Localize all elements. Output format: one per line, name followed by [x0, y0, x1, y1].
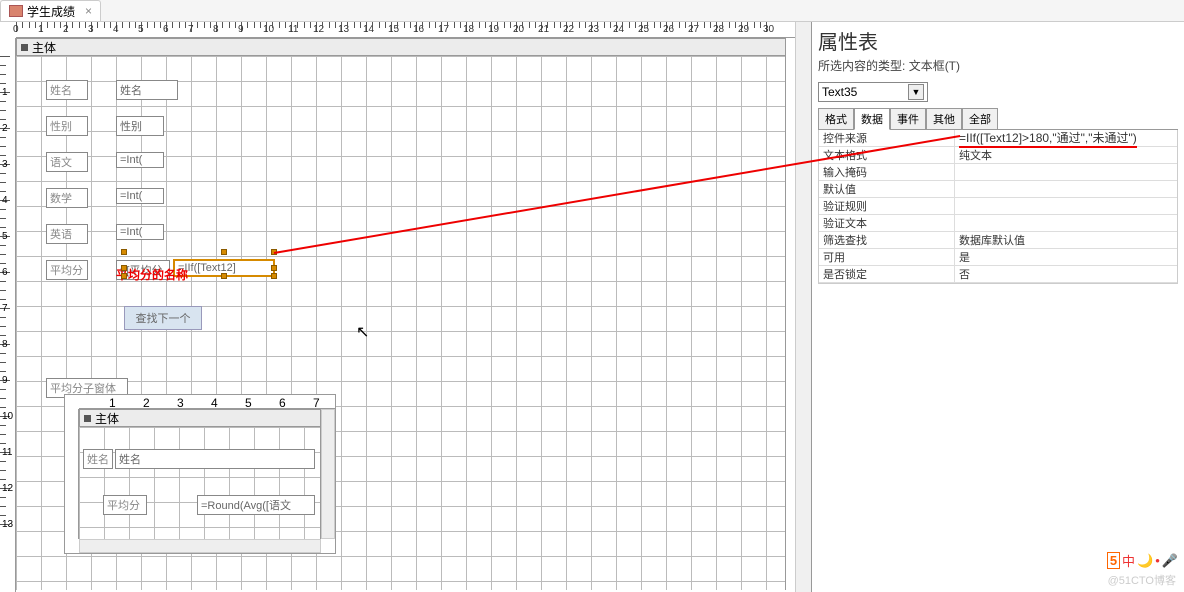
sub-field-name[interactable]: 姓名 [115, 449, 315, 469]
field-gender[interactable]: 性别 [116, 116, 164, 136]
control-selector[interactable]: Text35 ▼ [818, 82, 928, 102]
field-math[interactable]: =Int( [116, 188, 164, 204]
property-row[interactable]: 默认值 [819, 181, 1177, 198]
property-row[interactable]: 输入掩码 [819, 164, 1177, 181]
moon-icon: 🌙 [1137, 553, 1153, 569]
design-surface: 0123456789101112131415161718192021222324… [0, 22, 812, 592]
label-chinese[interactable]: 语文 [46, 152, 88, 172]
property-tabs: 格式数据事件其他全部 [818, 108, 1178, 130]
property-title: 属性表 [818, 26, 1178, 55]
ruler-vertical: 12345678910111213 [0, 38, 16, 592]
tab-bar: 学生成绩 × [0, 0, 1184, 22]
label-gender[interactable]: 性别 [46, 116, 88, 136]
property-row[interactable]: 可用是 [819, 249, 1177, 266]
status-icons: 5 中 🌙 • 🎤 [1107, 551, 1178, 570]
sub-label-name[interactable]: 姓名 [83, 449, 113, 469]
property-tab-3[interactable]: 其他 [926, 108, 962, 129]
design-scrollbar-v[interactable] [795, 22, 811, 592]
mic-icon: 🎤 [1162, 553, 1178, 569]
control-selector-value: Text35 [822, 85, 857, 99]
workspace: 0123456789101112131415161718192021222324… [0, 22, 1184, 592]
label-average[interactable]: 平均分 [46, 260, 88, 280]
section-dot-icon [84, 415, 91, 422]
sub-grid[interactable]: 姓名 姓名 平均分 =Round(Avg([语文 [79, 427, 321, 539]
property-row[interactable]: 控件来源=IIf([Text12]>180,"通过","未通过") [819, 130, 1177, 147]
field-name[interactable]: 姓名 [116, 80, 178, 100]
label-english[interactable]: 英语 [46, 224, 88, 244]
dropdown-arrow-icon[interactable]: ▼ [908, 84, 924, 100]
section-dot-icon [21, 44, 28, 51]
form-tab[interactable]: 学生成绩 × [0, 0, 101, 21]
property-sheet: 属性表 所选内容的类型: 文本框(T) Text35 ▼ 格式数据事件其他全部 … [812, 22, 1184, 592]
sub-canvas[interactable]: 主体 姓名 姓名 平均分 =Round(Avg([语文 [79, 409, 321, 539]
property-subtitle: 所选内容的类型: 文本框(T) [818, 57, 1178, 74]
property-row[interactable]: 是否锁定否 [819, 266, 1177, 283]
dot-icon: • [1155, 553, 1160, 568]
sub-section-title: 主体 [95, 410, 119, 427]
canvas[interactable]: 主体 姓名 姓名 性别 性别 语文 =Int( 数学 =Int( 英语 =Int… [16, 38, 811, 592]
form-icon [9, 5, 23, 17]
sub-ruler-horizontal: 1234567 [79, 395, 335, 409]
property-tab-2[interactable]: 事件 [890, 108, 926, 129]
property-tab-1[interactable]: 数据 [854, 108, 890, 130]
field-chinese[interactable]: =Int( [116, 152, 164, 168]
watermark: @51CTO博客 [1108, 572, 1176, 588]
sub-label-avg[interactable]: 平均分 [103, 495, 147, 515]
sub-ruler-vertical [65, 409, 79, 539]
property-grid: 控件来源=IIf([Text12]>180,"通过","未通过")文本格式纯文本… [818, 130, 1178, 284]
ruler-horizontal: 0123456789101112131415161718192021222324… [16, 22, 811, 38]
property-row[interactable]: 验证文本 [819, 215, 1177, 232]
property-row[interactable]: 验证规则 [819, 198, 1177, 215]
property-row[interactable]: 筛选查找数据库默认值 [819, 232, 1177, 249]
label-math[interactable]: 数学 [46, 188, 88, 208]
find-next-button[interactable]: 查找下一个 [124, 306, 202, 330]
tab-title: 学生成绩 [27, 3, 75, 20]
label-name[interactable]: 姓名 [46, 80, 88, 100]
grid-area[interactable]: 姓名 姓名 性别 性别 语文 =Int( 数学 =Int( 英语 =Int( 平… [16, 56, 786, 590]
logo-icon: 5 [1107, 552, 1120, 569]
sub-field-avg[interactable]: =Round(Avg([语文 [197, 495, 315, 515]
section-header-main[interactable]: 主体 [16, 38, 786, 56]
property-tab-4[interactable]: 全部 [962, 108, 998, 129]
sub-section-header[interactable]: 主体 [79, 409, 321, 427]
subform-container[interactable]: 1234567 主体 姓名 姓名 平均分 =Round(Avg([语文 [64, 394, 336, 554]
china-icon: 中 [1122, 551, 1135, 570]
property-tab-0[interactable]: 格式 [818, 108, 854, 129]
field-english[interactable]: =Int( [116, 224, 164, 240]
section-title: 主体 [32, 39, 56, 56]
close-icon[interactable]: × [85, 4, 92, 18]
sub-scrollbar-v[interactable] [321, 409, 335, 539]
sub-scrollbar-h[interactable] [79, 539, 321, 553]
